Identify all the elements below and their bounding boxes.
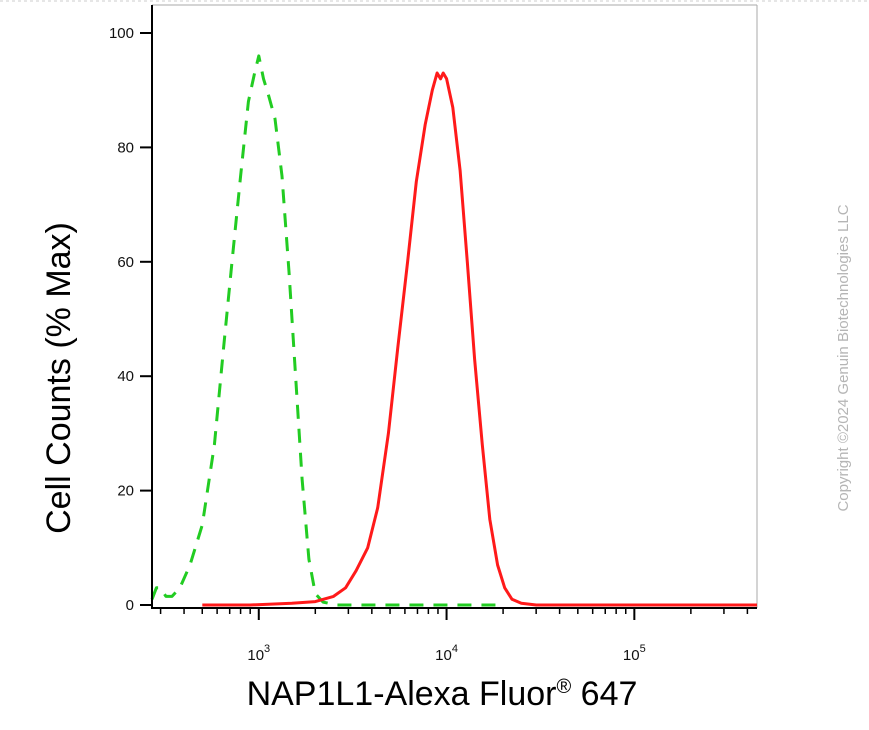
y-axis-title: Cell Counts (% Max) bbox=[40, 222, 78, 534]
x-tick-label-base: 10 bbox=[623, 647, 640, 664]
x-tick-label: 103 bbox=[247, 643, 270, 664]
series-group bbox=[150, 54, 757, 607]
x-tick-label-exponent: 3 bbox=[264, 643, 270, 655]
y-tick-label: 0 bbox=[126, 597, 134, 614]
x-ticks: 103 104 105 bbox=[159, 608, 749, 664]
axes bbox=[151, 5, 757, 609]
x-tick-label-exponent: 4 bbox=[452, 643, 458, 655]
y-ticks: 0 20 40 60 80 100 bbox=[109, 25, 152, 614]
copyright-watermark: Copyright ©2024 Genuin Biotechnologies L… bbox=[835, 204, 852, 511]
histogram-series-1 bbox=[150, 54, 504, 607]
histogram-series-2 bbox=[202, 71, 757, 607]
x-tick-label: 105 bbox=[623, 643, 646, 664]
x-tick-label: 104 bbox=[435, 643, 458, 664]
x-axis-title-main: NAP1L1-Alexa Fluor bbox=[247, 675, 557, 713]
plot-frame bbox=[152, 4, 758, 608]
x-tick-label-exponent: 5 bbox=[640, 643, 646, 655]
y-tick-label: 40 bbox=[117, 368, 134, 385]
x-axis-title-registered: ® bbox=[556, 676, 571, 698]
y-tick-label: 60 bbox=[117, 254, 134, 271]
y-tick-label: 80 bbox=[117, 139, 134, 156]
x-axis-title-number: 647 bbox=[571, 675, 637, 713]
x-tick-label-base: 10 bbox=[247, 647, 264, 664]
x-axis-title: NAP1L1-Alexa Fluor® 647 bbox=[247, 675, 638, 713]
x-tick-label-base: 10 bbox=[435, 647, 452, 664]
y-tick-label: 20 bbox=[117, 483, 134, 500]
y-tick-label: 100 bbox=[109, 25, 134, 42]
